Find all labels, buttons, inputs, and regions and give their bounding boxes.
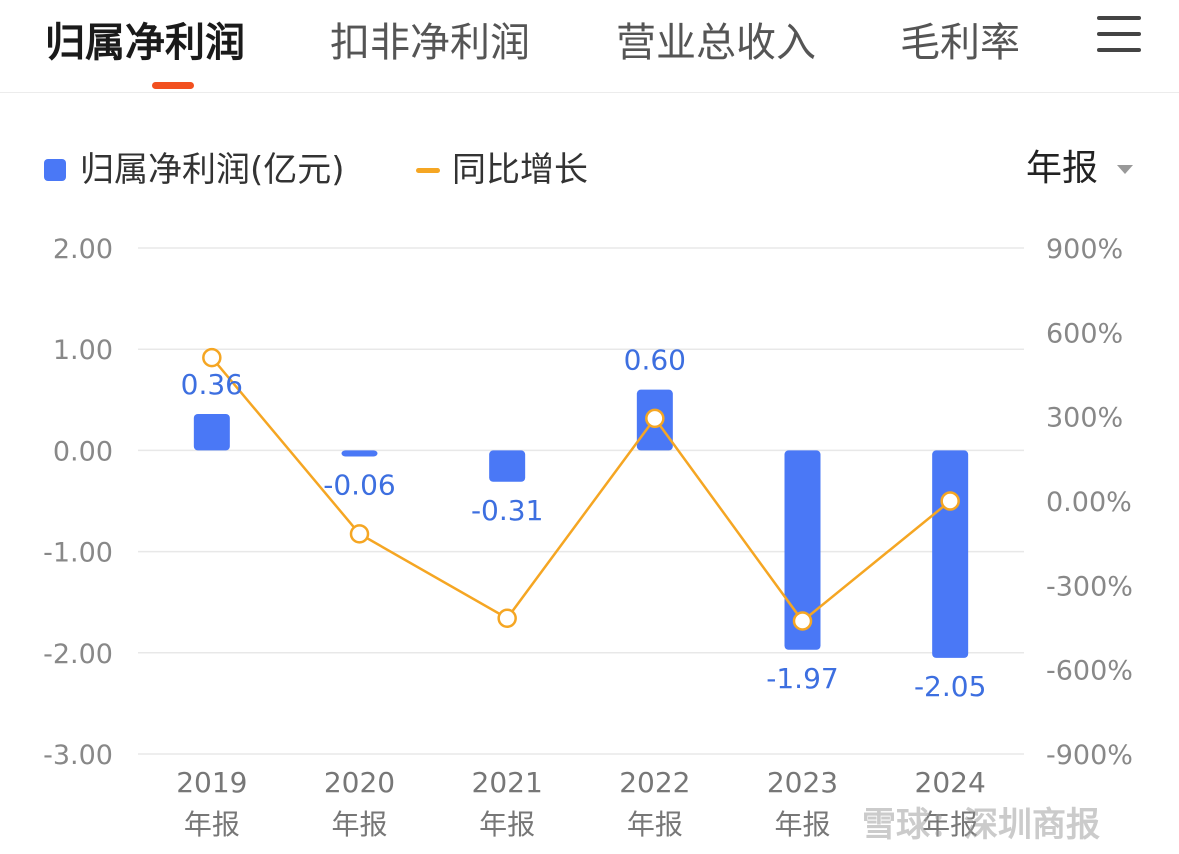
period-select[interactable]: 年报 xyxy=(1026,148,1099,189)
y-left-tick-label: 2.00 xyxy=(53,234,113,265)
bar xyxy=(341,450,378,457)
legend-label: 同比增长 xyxy=(452,150,588,190)
bar xyxy=(193,413,230,451)
line-point xyxy=(645,408,665,429)
y-right-tick-label: 300% xyxy=(1046,403,1123,434)
x-tick-label: 2024 xyxy=(915,766,986,799)
metric-tab-bar: 归属净利润 扣非净利润 营业总收入 毛利率 xyxy=(0,0,1179,93)
y-left-tick-label: 0.00 xyxy=(53,436,113,467)
line-point xyxy=(940,491,960,511)
x-tick-label: 年报 xyxy=(331,808,387,841)
active-tab-indicator xyxy=(152,82,194,89)
dropdown-arrow-icon[interactable] xyxy=(1117,165,1133,174)
x-tick-label: 年报 xyxy=(774,808,830,841)
y-right-tick-label: 600% xyxy=(1046,318,1123,349)
x-tick-label: 2022 xyxy=(619,766,690,799)
y-left-tick-label: -1.00 xyxy=(43,538,113,569)
line-point xyxy=(497,608,517,628)
line-point xyxy=(349,524,370,544)
tab-deducted-net-profit[interactable]: 扣非净利润 xyxy=(330,20,530,66)
bar-swatch-icon xyxy=(44,159,66,181)
y-right-tick-label: -300% xyxy=(1046,571,1133,602)
y-left-tick-label: 1.00 xyxy=(53,335,113,366)
bar xyxy=(489,450,526,482)
y-right-tick-label: -600% xyxy=(1046,656,1133,687)
y-left-tick-label: -2.00 xyxy=(43,639,113,670)
x-tick-label: 2021 xyxy=(472,766,543,799)
bar-data-label: -1.97 xyxy=(766,662,838,695)
x-tick-label: 年报 xyxy=(627,808,683,841)
y-right-tick-label: 0.00% xyxy=(1046,487,1132,518)
line-swatch-icon xyxy=(416,168,440,173)
x-tick-label: 年报 xyxy=(479,808,535,841)
y-right-tick-label: -900% xyxy=(1046,740,1133,771)
bar xyxy=(932,450,969,658)
y-left-tick-label: -3.00 xyxy=(43,740,113,771)
watermark: 雪球：深圳商报 xyxy=(862,805,1100,845)
y-right-tick-label: 900% xyxy=(1046,234,1123,265)
tab-gross-margin[interactable]: 毛利率 xyxy=(900,20,1020,66)
tab-net-profit-attributable[interactable]: 归属净利润 xyxy=(45,20,245,66)
bar-data-label: 0.60 xyxy=(624,344,686,377)
line-point xyxy=(202,347,222,368)
x-tick-label: 年报 xyxy=(922,808,978,841)
x-tick-label: 2020 xyxy=(324,766,395,799)
bar xyxy=(784,450,821,650)
x-tick-label: 2023 xyxy=(767,766,838,799)
bar-data-label: -2.05 xyxy=(914,670,986,703)
x-tick-label: 年报 xyxy=(184,808,240,841)
bar-data-label: -0.06 xyxy=(323,468,395,501)
x-tick-label: 2019 xyxy=(176,766,247,799)
tab-total-revenue[interactable]: 营业总收入 xyxy=(616,20,816,66)
legend-label: 归属净利润(亿元) xyxy=(80,150,345,190)
hamburger-menu-icon[interactable] xyxy=(1097,14,1141,54)
bar-data-label: 0.36 xyxy=(181,368,243,401)
bar-data-label: -0.31 xyxy=(471,494,543,527)
line-point xyxy=(792,611,813,631)
series-line xyxy=(210,356,951,623)
